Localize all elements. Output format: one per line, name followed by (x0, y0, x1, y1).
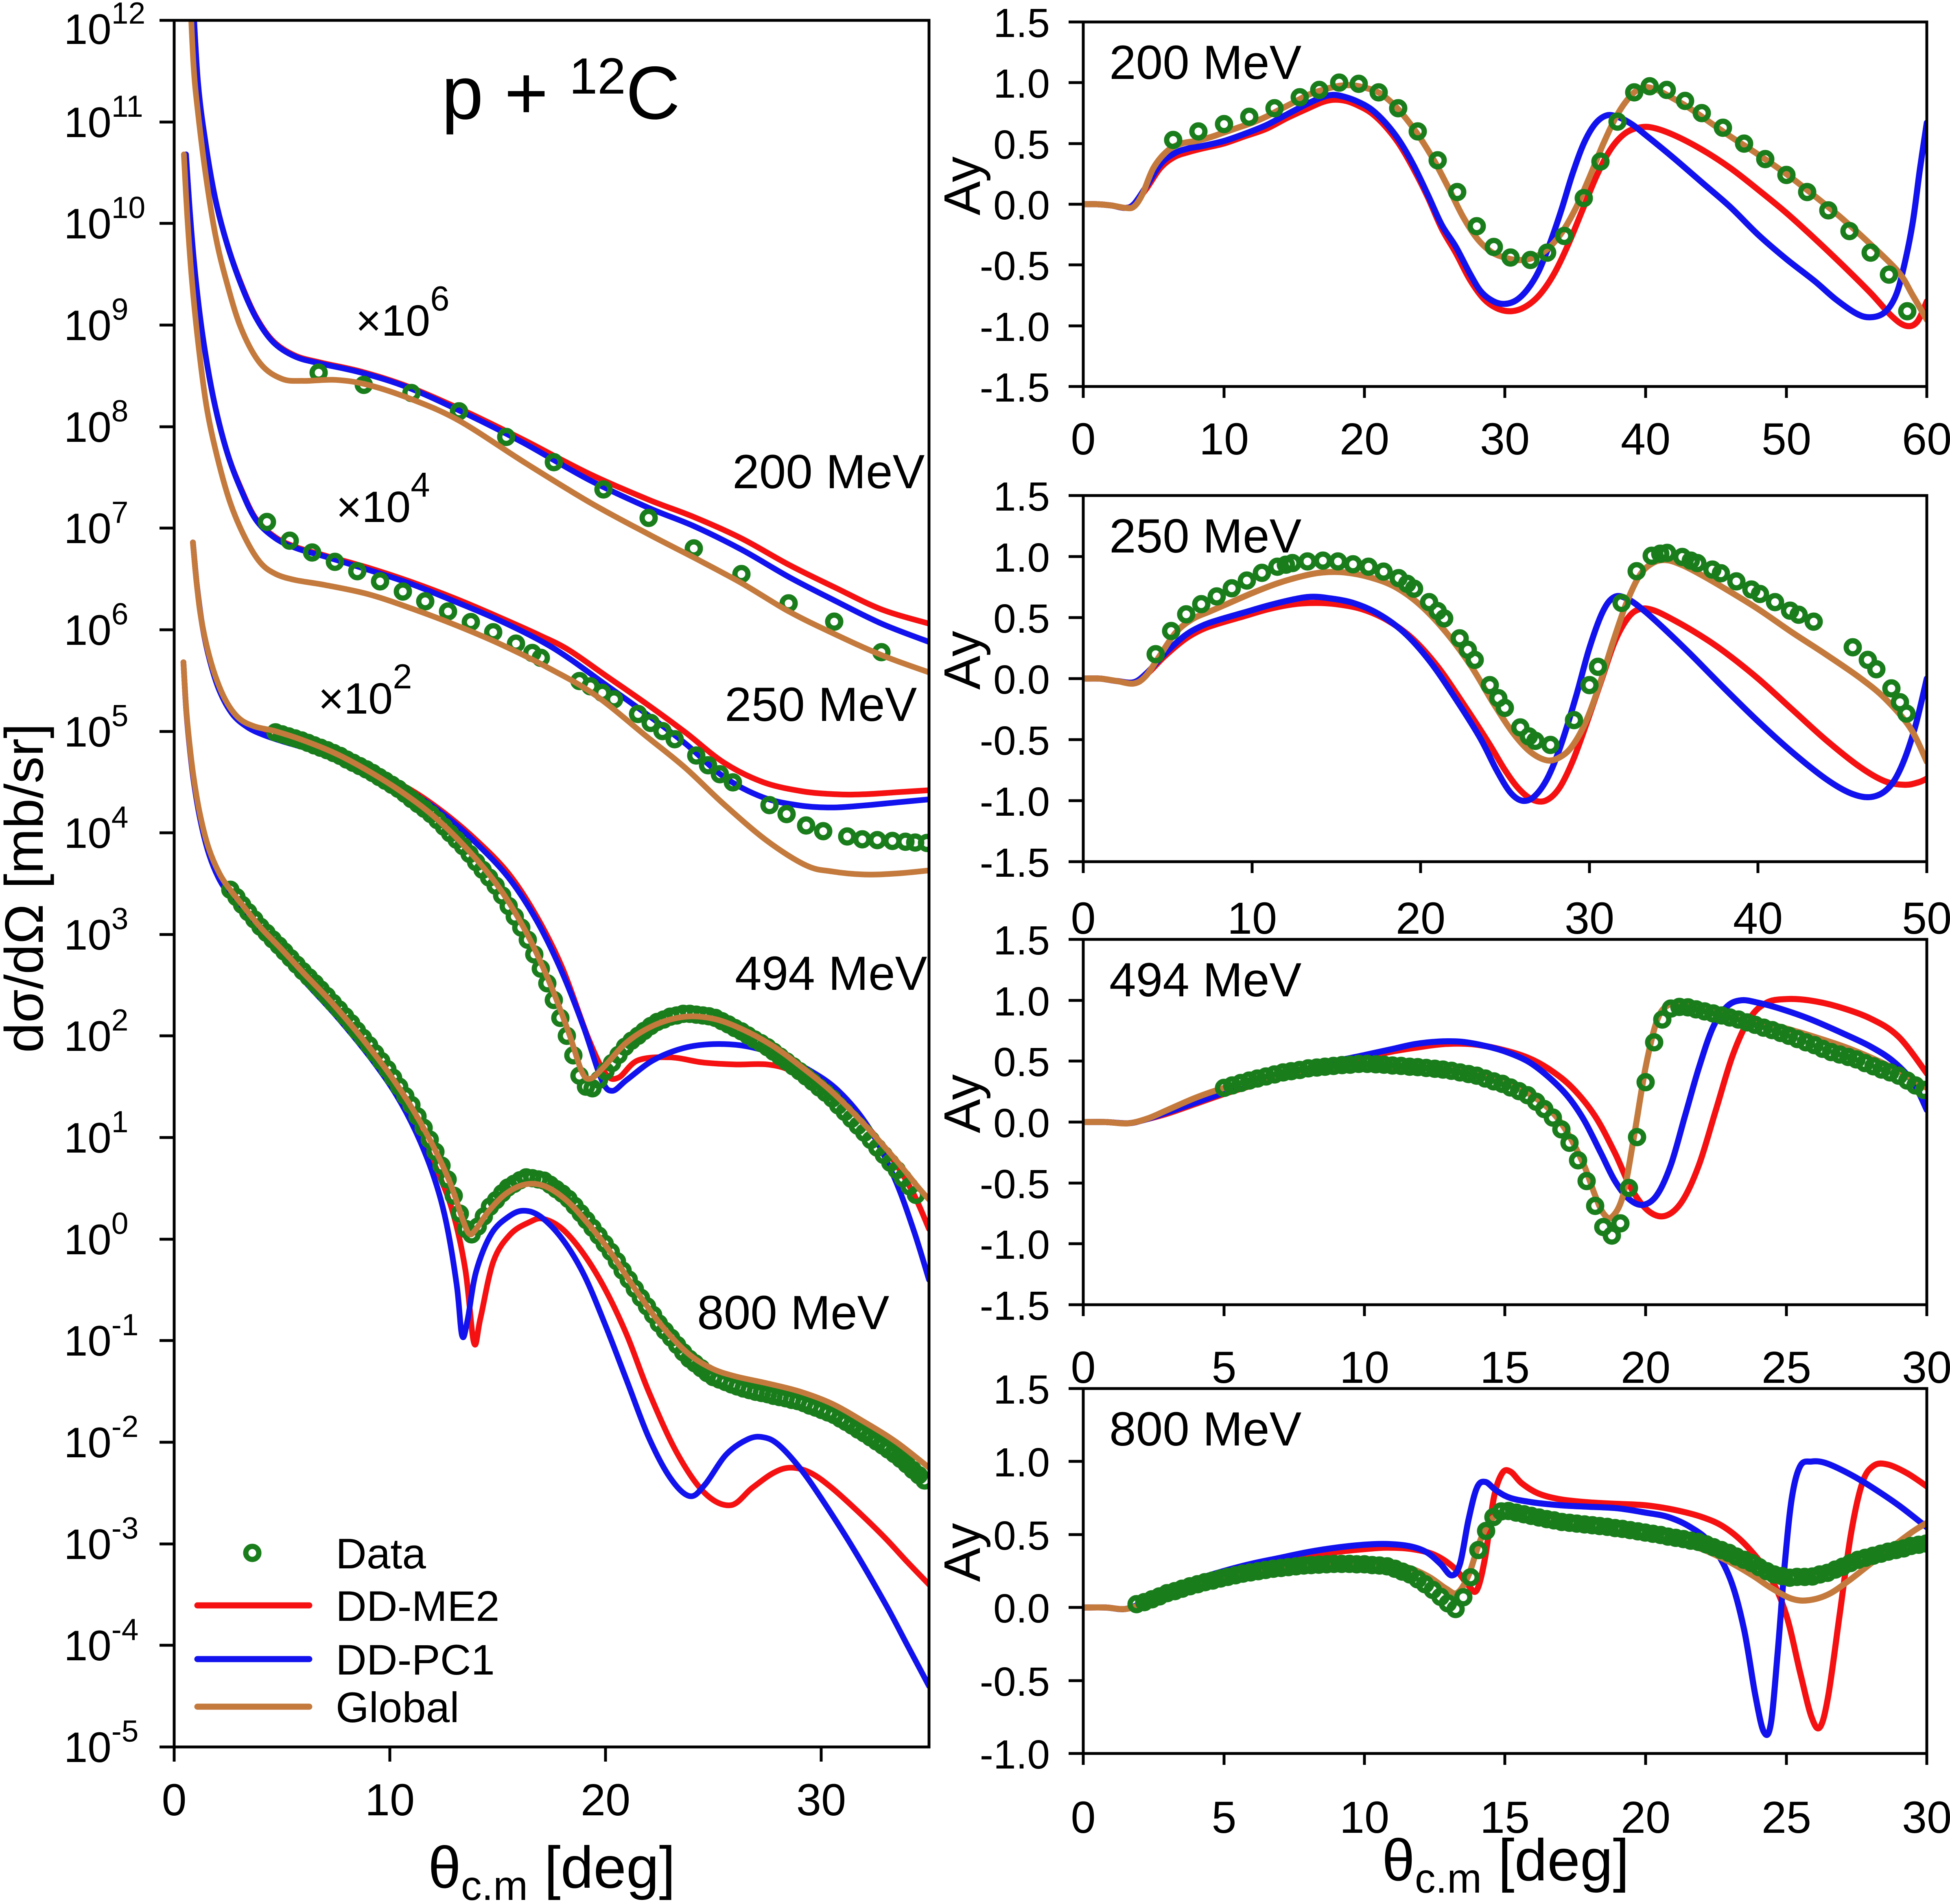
svg-text:30: 30 (1902, 1793, 1950, 1843)
svg-text:10: 10 (1340, 1343, 1389, 1393)
svg-text:30: 30 (1480, 414, 1530, 464)
svg-text:50: 50 (1902, 893, 1950, 943)
svg-text:Global: Global (336, 1684, 459, 1732)
svg-text:494 MeV: 494 MeV (1109, 953, 1302, 1007)
svg-text:40: 40 (1621, 414, 1670, 464)
svg-text:1.5: 1.5 (993, 1367, 1050, 1413)
svg-text:-0.5: -0.5 (980, 243, 1050, 289)
svg-text:107: 107 (64, 495, 129, 552)
svg-text:5: 5 (1211, 1343, 1236, 1393)
svg-text:0.5: 0.5 (993, 1039, 1050, 1085)
svg-text:10-2: 10-2 (64, 1409, 138, 1467)
svg-text:30: 30 (796, 1775, 846, 1825)
svg-text:1.0: 1.0 (993, 979, 1050, 1024)
svg-text:250 MeV: 250 MeV (725, 678, 917, 731)
svg-text:40: 40 (1733, 893, 1783, 943)
svg-text:0: 0 (1071, 1343, 1095, 1393)
svg-text:800 MeV: 800 MeV (697, 1286, 890, 1340)
svg-text:1.0: 1.0 (993, 61, 1050, 107)
svg-text:104: 104 (64, 800, 129, 857)
svg-text:dσ/dΩ [mb/sr]: dσ/dΩ [mb/sr] (0, 723, 55, 1053)
svg-text:15: 15 (1480, 1343, 1530, 1393)
svg-text:100: 100 (64, 1206, 129, 1264)
svg-text:-1.0: -1.0 (980, 1222, 1050, 1268)
svg-text:30: 30 (1902, 1343, 1950, 1393)
svg-text:1.5: 1.5 (993, 918, 1050, 963)
svg-text:494 MeV: 494 MeV (735, 947, 927, 1000)
svg-text:0.0: 0.0 (993, 183, 1050, 228)
svg-text:25: 25 (1762, 1793, 1811, 1843)
svg-text:DD-PC1: DD-PC1 (336, 1636, 495, 1684)
svg-text:Ay: Ay (933, 631, 991, 690)
svg-text:10: 10 (1199, 414, 1249, 464)
svg-text:60: 60 (1902, 414, 1950, 464)
svg-text:0.5: 0.5 (993, 122, 1050, 168)
svg-text:-1.5: -1.5 (980, 365, 1050, 410)
svg-text:1012: 1012 (64, 0, 145, 53)
svg-text:30: 30 (1565, 893, 1614, 943)
svg-text:10: 10 (1340, 1793, 1389, 1843)
svg-text:-1.0: -1.0 (980, 1732, 1050, 1777)
svg-text:10: 10 (365, 1775, 415, 1825)
svg-text:0.0: 0.0 (993, 1100, 1050, 1146)
svg-text:200 MeV: 200 MeV (732, 445, 925, 499)
svg-text:200 MeV: 200 MeV (1109, 36, 1302, 90)
svg-text:20: 20 (1621, 1343, 1670, 1393)
svg-text:20: 20 (1340, 414, 1389, 464)
svg-text:0: 0 (1071, 1793, 1095, 1843)
svg-text:1.5: 1.5 (993, 0, 1050, 46)
svg-text:1.0: 1.0 (993, 1440, 1050, 1485)
svg-text:0.5: 0.5 (993, 596, 1050, 642)
svg-text:0.0: 0.0 (993, 1586, 1050, 1631)
svg-text:0: 0 (162, 1775, 186, 1825)
svg-text:Ay: Ay (933, 1523, 991, 1582)
svg-text:250 MeV: 250 MeV (1109, 509, 1302, 563)
svg-text:0: 0 (1071, 414, 1095, 464)
svg-text:-0.5: -0.5 (980, 1659, 1050, 1705)
svg-text:-1.5: -1.5 (980, 840, 1050, 886)
svg-text:1.5: 1.5 (993, 474, 1050, 520)
svg-text:50: 50 (1762, 414, 1811, 464)
svg-text:Data: Data (336, 1530, 426, 1578)
svg-text:108: 108 (64, 394, 129, 451)
svg-text:-1.0: -1.0 (980, 304, 1050, 350)
svg-text:-1.0: -1.0 (980, 779, 1050, 825)
svg-text:Ay: Ay (933, 1074, 991, 1133)
svg-text:20: 20 (1396, 893, 1445, 943)
svg-text:-1.5: -1.5 (980, 1283, 1050, 1329)
svg-text:1.0: 1.0 (993, 535, 1050, 581)
svg-text:Ay: Ay (933, 157, 991, 216)
svg-text:20: 20 (1621, 1793, 1670, 1843)
svg-text:10: 10 (1227, 893, 1277, 943)
svg-text:-0.5: -0.5 (980, 718, 1050, 764)
svg-text:0: 0 (1071, 893, 1095, 943)
svg-text:5: 5 (1211, 1793, 1236, 1843)
svg-text:800 MeV: 800 MeV (1109, 1402, 1302, 1456)
svg-text:25: 25 (1762, 1343, 1811, 1393)
svg-text:-0.5: -0.5 (980, 1162, 1050, 1207)
svg-text:15: 15 (1480, 1793, 1530, 1843)
svg-text:0.5: 0.5 (993, 1513, 1050, 1559)
svg-text:p + 12C: p + 12C (442, 48, 680, 135)
svg-text:DD-ME2: DD-ME2 (336, 1583, 500, 1630)
svg-text:0.0: 0.0 (993, 657, 1050, 703)
svg-text:20: 20 (581, 1775, 630, 1825)
